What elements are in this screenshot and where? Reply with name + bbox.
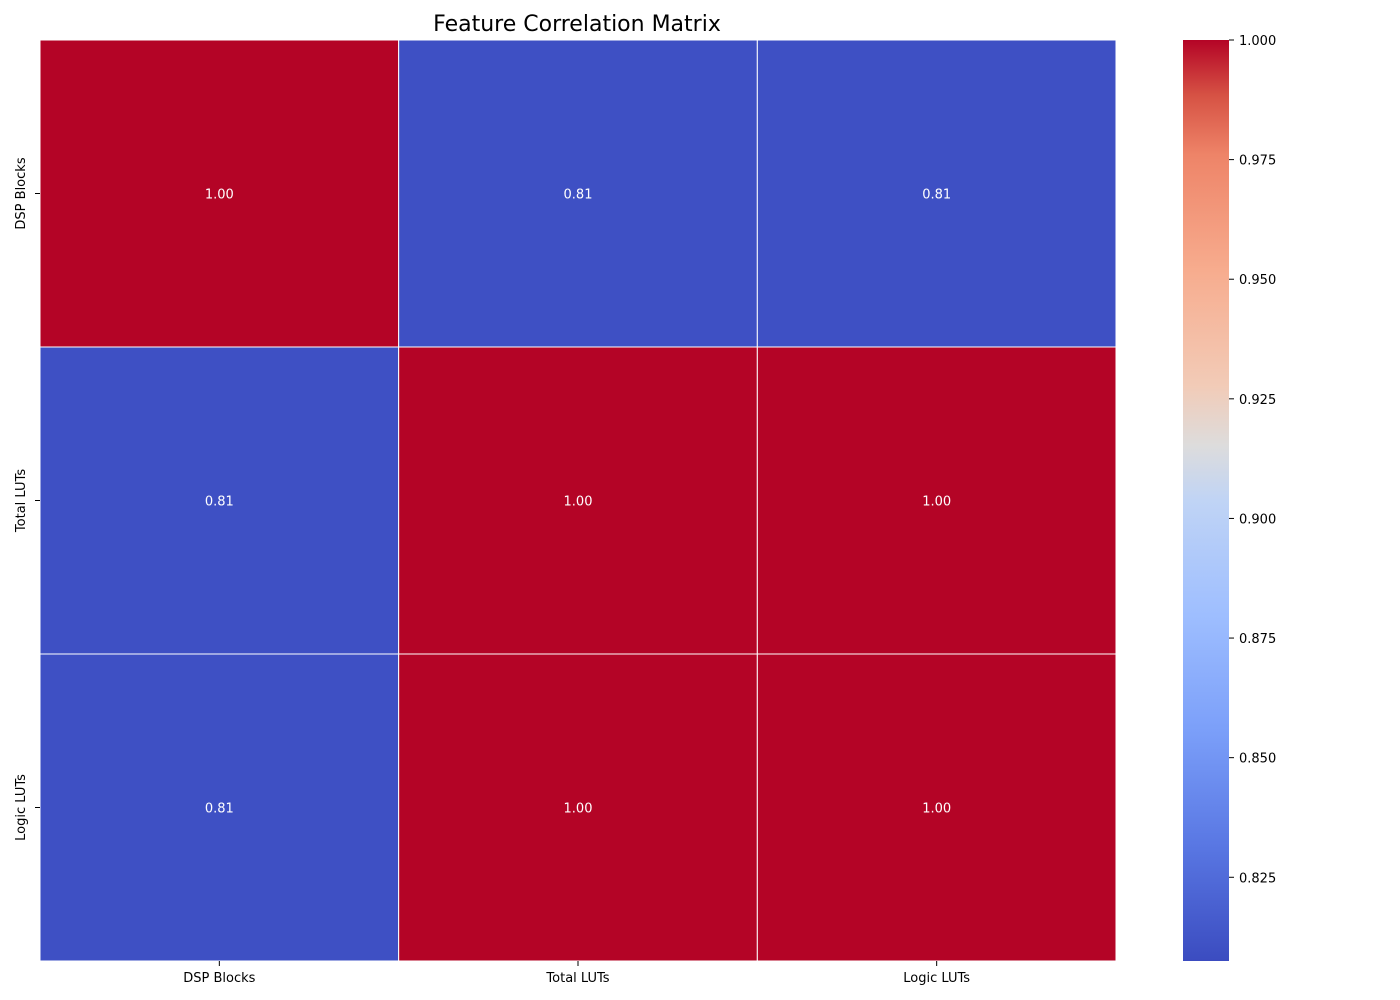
- colorbar-tick-label: 0.900: [1239, 512, 1276, 527]
- colorbar-tick-label: 0.850: [1239, 752, 1276, 767]
- colorbar-tick-label: 0.950: [1239, 273, 1276, 288]
- heatmap-cell: [398, 39, 758, 348]
- heatmap-cell: [756, 39, 1117, 348]
- heatmap-cells: [39, 39, 1117, 962]
- y-axis: DSP Blocks Total LUTs Logic LUTs: [14, 157, 40, 841]
- heatmap-cell-label: 0.81: [205, 495, 234, 510]
- heatmap-cell: [398, 653, 758, 962]
- x-axis: DSP Blocks Total LUTs Logic LUTs: [183, 961, 970, 986]
- colorbar-tick-label: 0.975: [1239, 154, 1276, 169]
- heatmap-cell-label: 1.00: [205, 188, 234, 203]
- colorbar-tick-label: 0.875: [1239, 632, 1276, 647]
- heatmap-cell: [756, 346, 1117, 655]
- heatmap-cell: [39, 39, 400, 348]
- x-tick-label: DSP Blocks: [183, 971, 255, 986]
- heatmap-cell-label: 1.00: [564, 802, 593, 817]
- colorbar-tick-label: 1.000: [1239, 34, 1276, 49]
- heatmap-cell-label: 1.00: [922, 802, 951, 817]
- y-tick-label: DSP Blocks: [14, 157, 29, 229]
- colorbar: [1183, 40, 1229, 961]
- heatmap-cell: [398, 346, 758, 655]
- heatmap-cell-label: 0.81: [205, 802, 234, 817]
- heatmap-cell-label: 0.81: [922, 188, 951, 203]
- heatmap-cell-label: 1.00: [922, 495, 951, 510]
- heatmap-cell-labels: 1.00 0.81 0.81 0.81 1.00 1.00 0.81 1.00 1.00: [205, 188, 951, 817]
- colorbar-tick-label: 0.925: [1239, 393, 1276, 408]
- colorbar-tick-label: 0.825: [1239, 871, 1276, 886]
- heatmap-cell-label: 1.00: [564, 495, 593, 510]
- x-tick-label: Total LUTs: [545, 971, 609, 986]
- x-tick-label: Logic LUTs: [903, 971, 970, 986]
- chart-title: Feature Correlation Matrix: [433, 12, 721, 37]
- heatmap-cell: [39, 653, 400, 962]
- y-tick-label: Total LUTs: [14, 469, 29, 533]
- heatmap-cell: [39, 346, 400, 655]
- y-tick-label: Logic LUTs: [14, 774, 29, 841]
- heatmap-cell-label: 0.81: [564, 188, 593, 203]
- colorbar-ticks: 0.825 0.850 0.875 0.900 0.925 0.950 0.975 1.000: [1229, 34, 1276, 886]
